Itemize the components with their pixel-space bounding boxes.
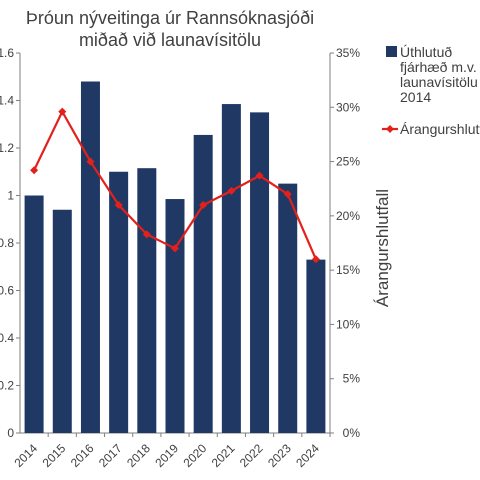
bar-2022 — [250, 112, 270, 433]
x-tick-label: 2017 — [96, 441, 125, 470]
bar-2017 — [109, 171, 129, 433]
right-tick-label: 15% — [336, 263, 360, 277]
chart-title: Þróun nýveitinga úr Rannsóknasjóðimiðað … — [26, 8, 314, 50]
right-tick-label: 10% — [336, 317, 360, 331]
right-axis-label: Árangurshlutfall — [373, 189, 392, 307]
legend-label-bars: fjárhæð m.v. — [400, 59, 477, 75]
left-y-axis: 0 0.2 0.4 0.6 0.8 1 1.2 1.4 1.6 — [0, 46, 21, 440]
right-tick-label: 30% — [336, 100, 360, 114]
line-point-2015 — [58, 107, 67, 116]
line-point-2018 — [142, 230, 151, 239]
right-tick-label: 20% — [336, 209, 360, 223]
x-tick-label: 2024 — [293, 441, 322, 470]
legend-marker-line — [386, 125, 394, 133]
x-tick-label: 2021 — [209, 441, 238, 470]
line-point-2021 — [227, 186, 236, 195]
left-tick-label: 1.4 — [0, 94, 14, 108]
legend-swatch-bars — [386, 46, 397, 57]
legend-label-bars: launavísitölu — [400, 74, 478, 90]
line-point-2019 — [171, 244, 179, 253]
x-tick-label: 2014 — [11, 441, 40, 470]
right-tick-label: 35% — [336, 46, 360, 60]
line-point-2024 — [311, 255, 320, 264]
line-point-2016 — [86, 157, 95, 166]
chart-title-line: miðað við launavísitölu — [79, 30, 261, 50]
left-tick-label: 1.2 — [0, 141, 14, 155]
bar-2023 — [278, 183, 298, 433]
bar-2015 — [52, 209, 72, 433]
line-point-2017 — [114, 201, 123, 209]
left-tick-label: 1 — [7, 189, 14, 203]
legend-label-line: Árangurshlutfall — [400, 121, 480, 137]
bar-2018 — [137, 168, 157, 433]
right-tick-label: 25% — [336, 155, 360, 169]
bar-2016 — [80, 81, 100, 433]
x-tick-label: 2020 — [181, 441, 210, 470]
line-point-2023 — [283, 190, 292, 199]
right-y-axis: 0% 5% 10% 15% 20% 25% 30% 35% — [329, 46, 361, 440]
right-tick-label: 5% — [343, 372, 361, 386]
x-tick-label: 2018 — [124, 441, 153, 470]
legend-label-bars: 2014 — [400, 89, 431, 105]
line-point-2022 — [255, 171, 264, 180]
bar-2020 — [193, 134, 213, 433]
legend-label-bars: Úthlutuð — [400, 44, 452, 60]
left-tick-label: 0.4 — [0, 331, 14, 345]
left-tick-label: 0 — [7, 426, 14, 440]
x-tick-label: 2019 — [152, 441, 181, 470]
x-tick-label: 2022 — [237, 441, 266, 470]
left-tick-label: 0.2 — [0, 379, 14, 393]
left-tick-label: 0.6 — [0, 284, 14, 298]
bar-2019 — [165, 199, 185, 433]
bar-2021 — [221, 104, 241, 433]
right-tick-label: 0% — [343, 426, 361, 440]
line-series — [30, 107, 320, 264]
x-axis: 2014 2015 2016 2017 2018 2019 2020 2021 2022 2023… — [11, 432, 331, 470]
bar-2024 — [306, 259, 326, 433]
x-tick-label: 2015 — [40, 441, 69, 470]
left-tick-label: 1.6 — [0, 46, 14, 60]
line-point-2020 — [199, 201, 208, 209]
chart-title-line: Þróun nýveitinga úr Rannsóknasjóði — [26, 8, 314, 28]
x-tick-label: 2016 — [68, 441, 97, 470]
line-point-2014 — [30, 166, 39, 175]
bar-series — [24, 81, 326, 433]
left-tick-label: 0.8 — [0, 236, 14, 250]
bar-2014 — [24, 195, 44, 433]
x-tick-label: 2023 — [265, 441, 294, 470]
